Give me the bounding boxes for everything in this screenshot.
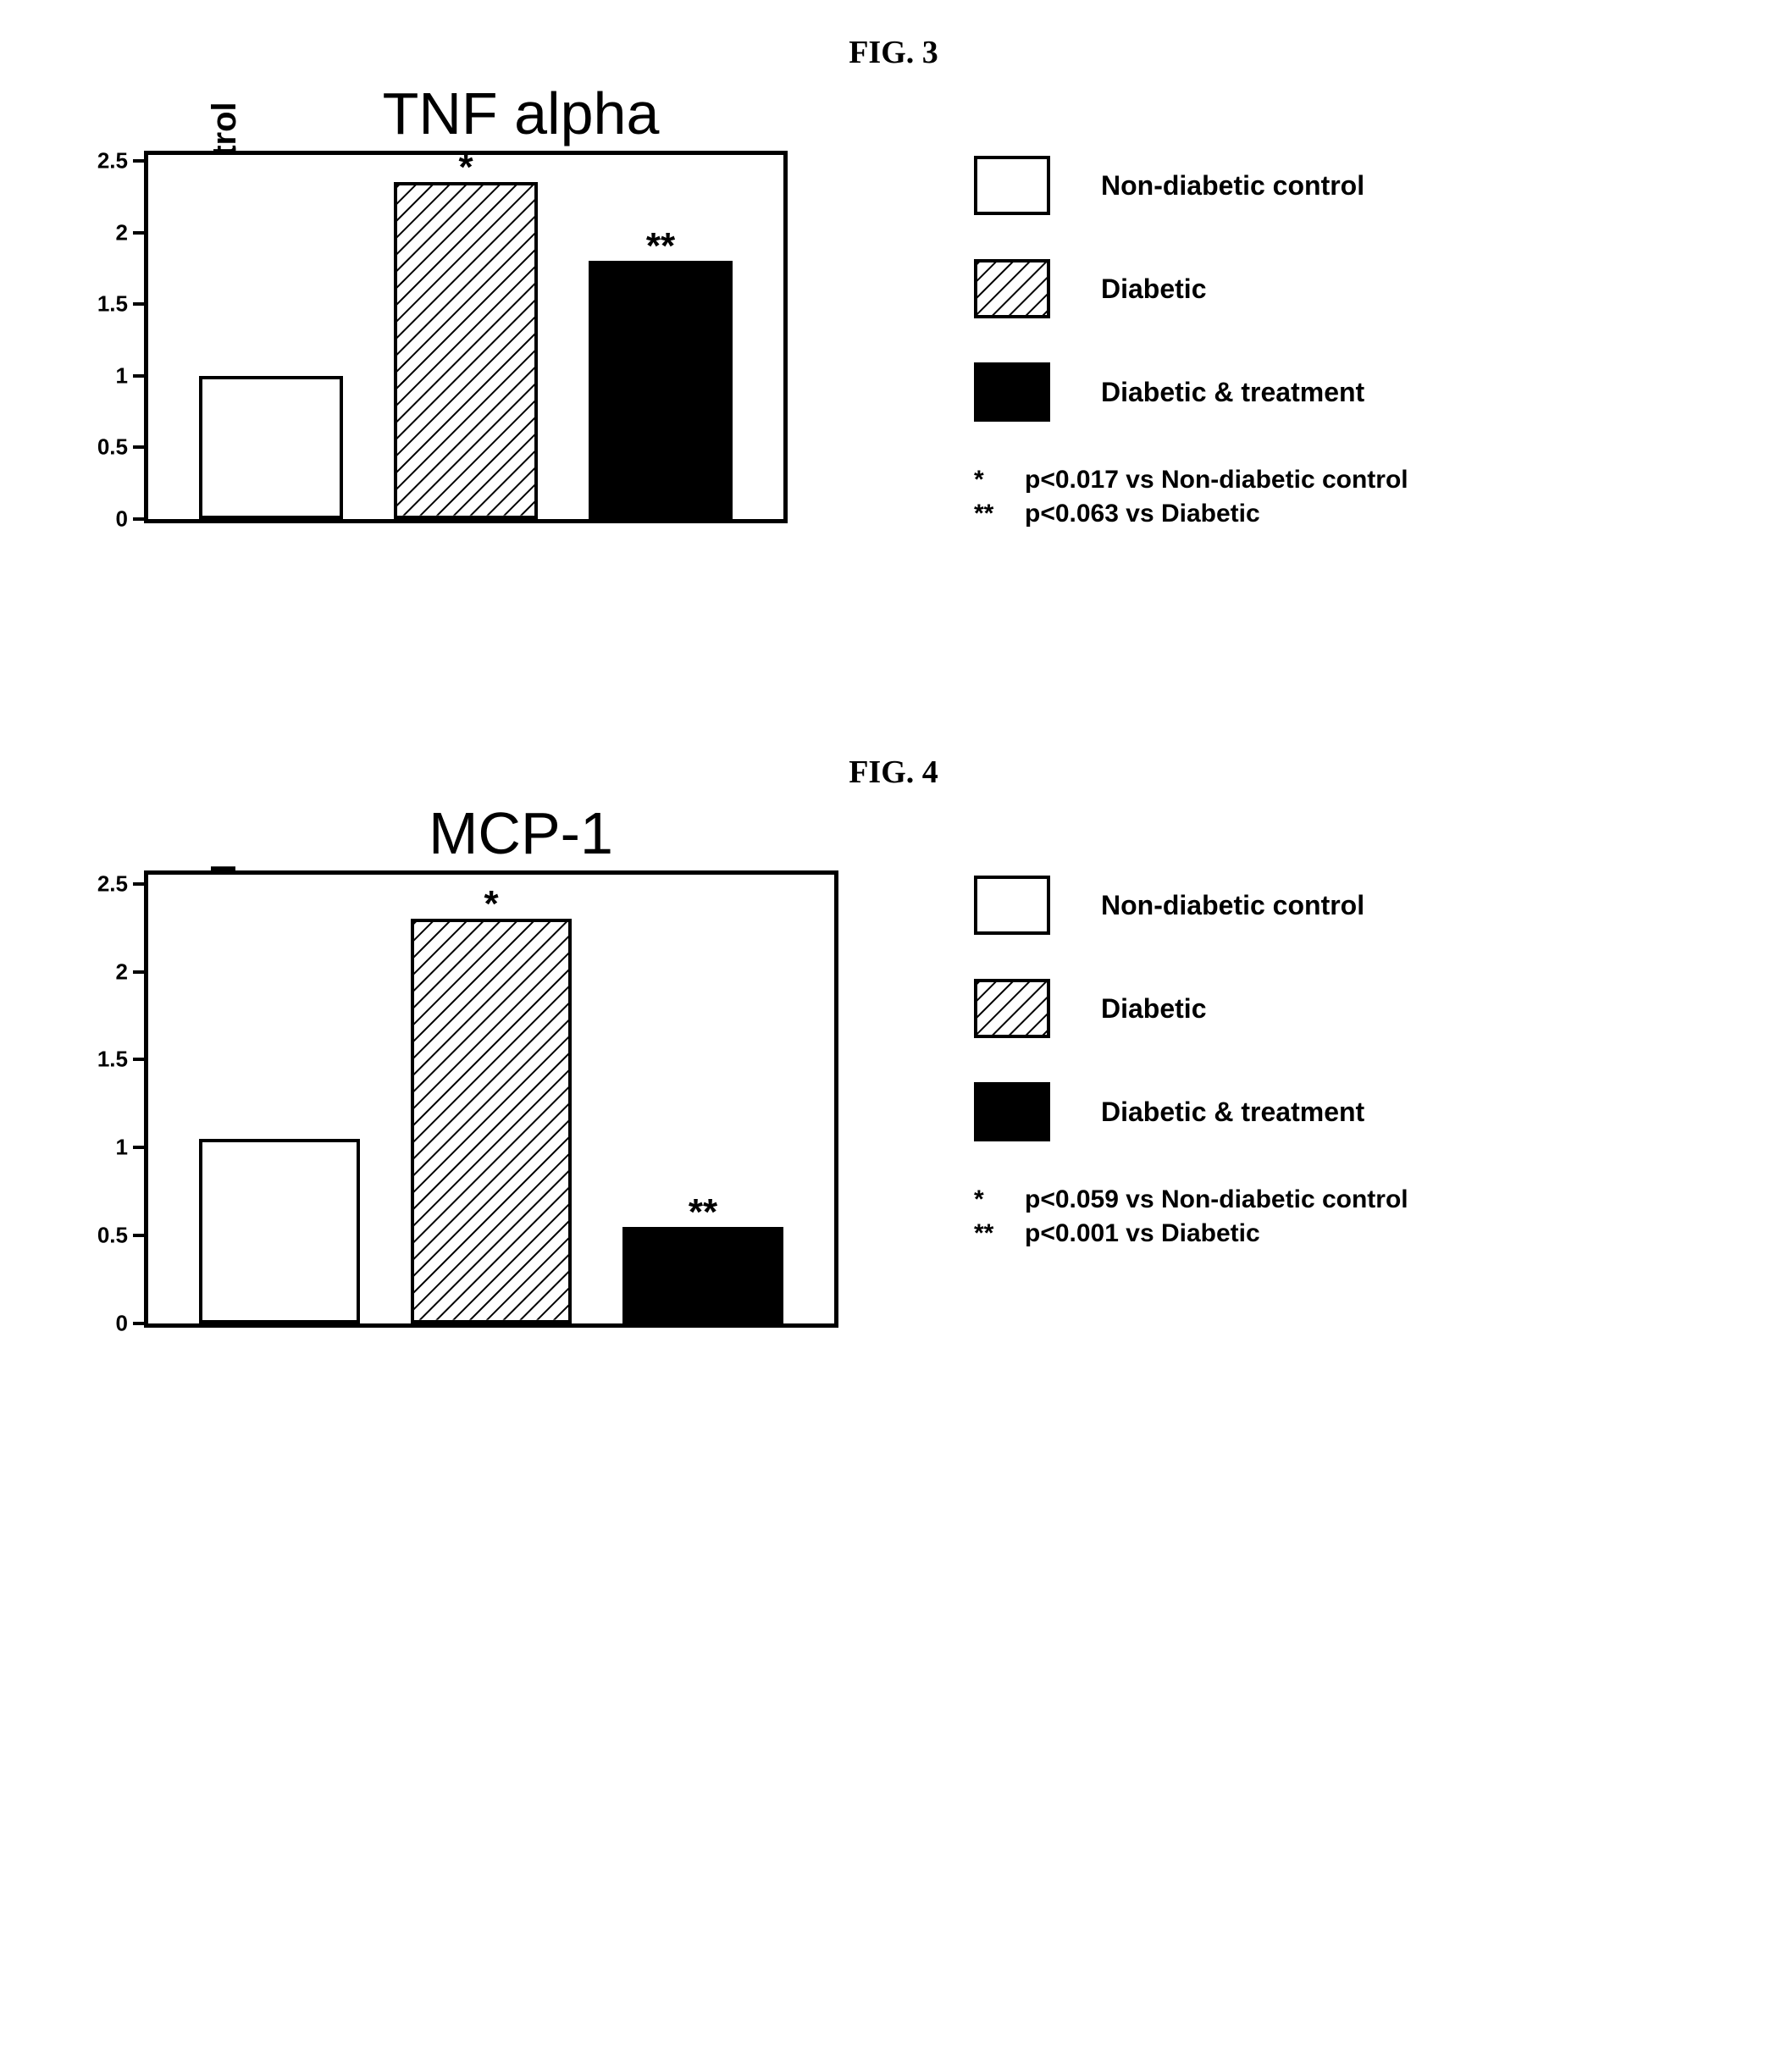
significance-notes: * p<0.017 vs Non-diabetic control ** p<0… bbox=[974, 466, 1408, 528]
chart-title: TNF alpha bbox=[144, 80, 898, 147]
y-tick bbox=[133, 159, 148, 163]
significance-note-marker: * bbox=[974, 1185, 1025, 1214]
y-ticks: 0 0.5 1 1.5 2 2.5 bbox=[140, 875, 148, 1323]
legend-swatch bbox=[974, 979, 1050, 1038]
y-tick bbox=[133, 231, 148, 235]
y-tick bbox=[133, 517, 148, 521]
y-tick-label: 2 bbox=[116, 219, 128, 246]
legend-item: Diabetic bbox=[974, 259, 1408, 318]
y-tick bbox=[133, 1234, 148, 1237]
legend: Non-diabetic control Diabetic Diabetic &… bbox=[974, 80, 1408, 533]
legend-swatch bbox=[974, 1082, 1050, 1141]
legend-item: Diabetic bbox=[974, 979, 1408, 1038]
significance-note-marker: * bbox=[974, 466, 1025, 495]
bar: * bbox=[394, 182, 538, 519]
y-tick bbox=[133, 970, 148, 974]
significance-marker: * bbox=[484, 883, 498, 925]
y-tick bbox=[133, 374, 148, 378]
y-tick-label: 1.5 bbox=[97, 1047, 128, 1073]
y-tick bbox=[133, 1322, 148, 1325]
significance-note: ** p<0.063 vs Diabetic bbox=[974, 500, 1408, 528]
significance-note-text: p<0.059 vs Non-diabetic control bbox=[1025, 1185, 1408, 1214]
figure: FIG. 3 TNF alpha Fold increase vs. contr… bbox=[34, 34, 1753, 533]
legend-swatch bbox=[974, 156, 1050, 215]
y-tick-label: 1 bbox=[116, 362, 128, 389]
legend-label: Non-diabetic control bbox=[1101, 890, 1364, 921]
legend-label: Diabetic & treatment bbox=[1101, 1097, 1364, 1128]
significance-note-marker: ** bbox=[974, 500, 1025, 528]
significance-note: ** p<0.001 vs Diabetic bbox=[974, 1219, 1408, 1248]
legend-label: Diabetic bbox=[1101, 274, 1206, 305]
chart-area: TNF alpha Fold increase vs. control 0 0.… bbox=[34, 80, 898, 523]
significance-note-text: p<0.063 vs Diabetic bbox=[1025, 500, 1260, 528]
significance-note-text: p<0.001 vs Diabetic bbox=[1025, 1219, 1260, 1248]
legend-label: Diabetic & treatment bbox=[1101, 377, 1364, 408]
legend-swatch bbox=[974, 876, 1050, 935]
y-tick-label: 0 bbox=[116, 506, 128, 533]
plot-box: 0 0.5 1 1.5 2 2.5 * ** bbox=[144, 870, 838, 1328]
bars-row: * ** bbox=[148, 155, 783, 519]
significance-note-text: p<0.017 vs Non-diabetic control bbox=[1025, 466, 1408, 495]
significance-notes: * p<0.059 vs Non-diabetic control ** p<0… bbox=[974, 1185, 1408, 1248]
significance-note-marker: ** bbox=[974, 1219, 1025, 1248]
legend-item: Non-diabetic control bbox=[974, 156, 1408, 215]
y-ticks: 0 0.5 1 1.5 2 2.5 bbox=[140, 155, 148, 519]
significance-note: * p<0.059 vs Non-diabetic control bbox=[974, 1185, 1408, 1214]
significance-marker: ** bbox=[646, 225, 675, 268]
legend-label: Non-diabetic control bbox=[1101, 170, 1364, 202]
legend-swatch bbox=[974, 362, 1050, 422]
bar: ** bbox=[589, 261, 733, 519]
legend-item: Non-diabetic control bbox=[974, 876, 1408, 935]
significance-marker: ** bbox=[689, 1191, 717, 1234]
chart-area: MCP-1 Fold increase vs. control 0 0.5 1 … bbox=[34, 799, 898, 1328]
y-tick-label: 2.5 bbox=[97, 870, 128, 897]
y-tick-label: 0 bbox=[116, 1311, 128, 1337]
significance-note: * p<0.017 vs Non-diabetic control bbox=[974, 466, 1408, 495]
y-tick-label: 2 bbox=[116, 959, 128, 985]
y-tick bbox=[133, 1146, 148, 1149]
y-tick bbox=[133, 302, 148, 306]
plot-box: 0 0.5 1 1.5 2 2.5 * ** bbox=[144, 151, 788, 523]
y-tick-label: 1.5 bbox=[97, 291, 128, 318]
y-tick-label: 2.5 bbox=[97, 147, 128, 174]
figure-label: FIG. 4 bbox=[34, 754, 1753, 791]
legend: Non-diabetic control Diabetic Diabetic &… bbox=[974, 799, 1408, 1253]
chart-title: MCP-1 bbox=[144, 799, 898, 867]
legend-item: Diabetic & treatment bbox=[974, 1082, 1408, 1141]
bar: ** bbox=[622, 1227, 783, 1323]
y-tick-label: 0.5 bbox=[97, 434, 128, 461]
bar bbox=[199, 376, 343, 519]
legend-label: Diabetic bbox=[1101, 993, 1206, 1025]
legend-swatch bbox=[974, 259, 1050, 318]
bars-row: * ** bbox=[148, 875, 834, 1323]
y-tick bbox=[133, 445, 148, 449]
y-tick bbox=[133, 882, 148, 886]
y-tick bbox=[133, 1058, 148, 1061]
legend-item: Diabetic & treatment bbox=[974, 362, 1408, 422]
bar: * bbox=[411, 919, 572, 1323]
y-tick-label: 1 bbox=[116, 1135, 128, 1161]
figure: FIG. 4 MCP-1 Fold increase vs. control 0… bbox=[34, 754, 1753, 1328]
bar bbox=[199, 1139, 360, 1323]
y-tick-label: 0.5 bbox=[97, 1223, 128, 1249]
significance-marker: * bbox=[458, 146, 473, 189]
figure-label: FIG. 3 bbox=[34, 34, 1753, 71]
